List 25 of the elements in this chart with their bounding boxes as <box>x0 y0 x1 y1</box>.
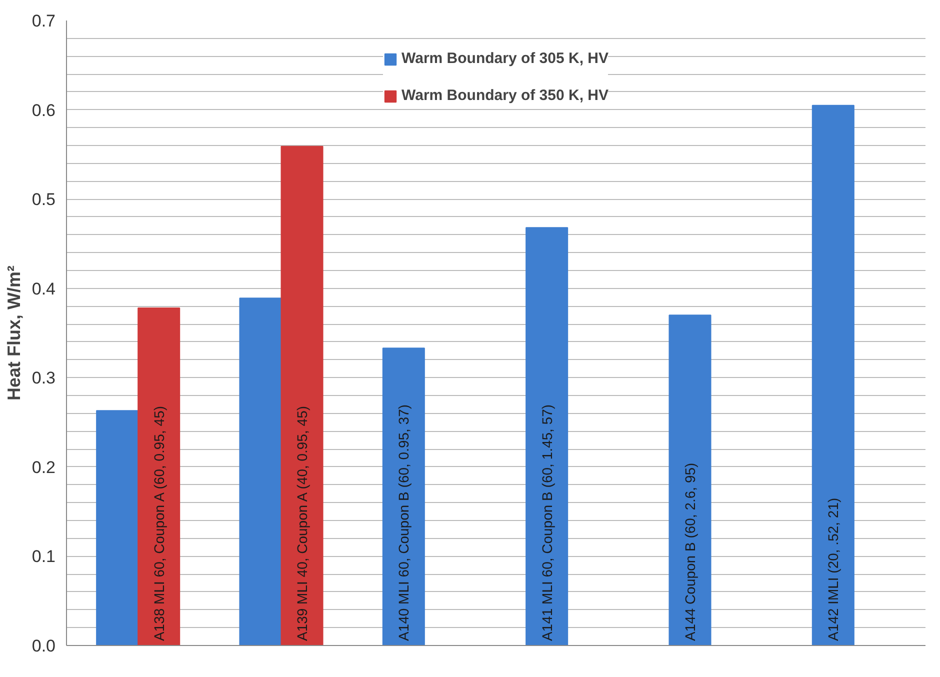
bar <box>138 308 180 646</box>
x-tick-label: A140 MLI 60, Coupon B (60, 0.95, 37) <box>396 404 412 642</box>
legend-label: Warm Boundary of 350 K, HV <box>402 87 608 104</box>
y-tick-label: 0.0 <box>32 636 56 656</box>
x-tick-label: A144 Coupon B (60, 2.6, 95) <box>682 462 698 642</box>
bar <box>96 410 139 646</box>
bar <box>526 227 568 646</box>
y-tick-label: 0.2 <box>32 458 56 477</box>
y-axis-title: Heat Flux, W/m² <box>4 265 24 401</box>
x-tick-label: A139 MLI 40, Coupon A (40, 0.95, 45) <box>294 406 310 642</box>
y-tick-label: 0.4 <box>32 279 56 298</box>
bar <box>382 348 425 646</box>
y-tick-label: 0.5 <box>32 190 56 210</box>
x-tick-label: A141 MLI 60, Coupon B (60, 1.45, 57) <box>538 404 555 642</box>
bar <box>812 104 854 646</box>
y-tick-label: 0.7 <box>32 12 56 30</box>
bar <box>280 146 324 646</box>
legend-label: Warm Boundary of 305 K, HV <box>402 50 608 67</box>
y-tick-label: 0.6 <box>32 100 56 120</box>
bar <box>239 298 282 646</box>
bar <box>668 314 712 646</box>
x-tick-label: A138 MLI 60, Coupon A (60, 0.95, 45) <box>150 406 167 642</box>
x-tick-label: A142 IMLI (20, .52, 21) <box>825 498 842 642</box>
y-tick-label: 0.1 <box>32 547 56 566</box>
y-tick-label: 0.3 <box>32 368 56 388</box>
